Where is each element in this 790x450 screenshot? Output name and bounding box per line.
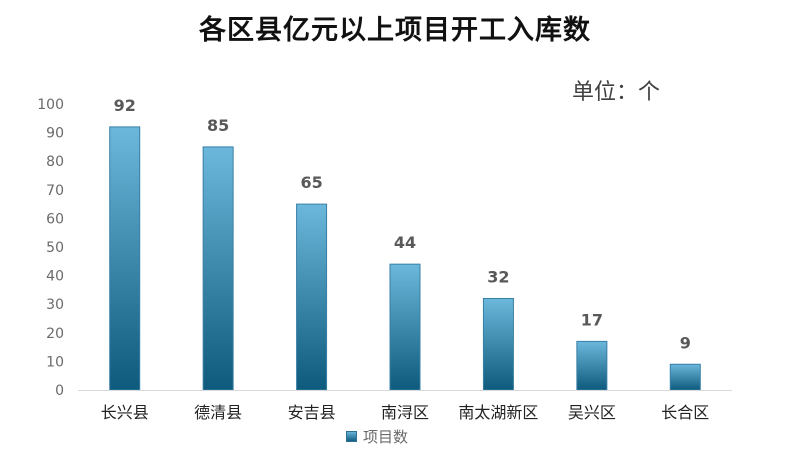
chart-title: 各区县亿元以上项目开工入库数 — [199, 15, 591, 46]
category-label: 安吉县 — [288, 403, 336, 422]
category-labels: 长兴县 德清县 安吉县 南浔区 南太湖新区 吴兴区 长合区 — [101, 403, 710, 422]
bars — [109, 126, 701, 391]
category-label: 长兴县 — [101, 403, 149, 422]
legend: 项目数 — [346, 426, 408, 447]
legend-label: 项目数 — [363, 428, 409, 446]
y-tick-label: 100 — [37, 97, 64, 113]
data-label: 92 — [114, 96, 136, 115]
category-label: 南浔区 — [381, 403, 429, 422]
unit-label: 单位：个 — [572, 80, 661, 105]
data-label: 85 — [207, 116, 229, 135]
y-tick-label: 80 — [46, 154, 64, 170]
data-labels: 92 85 65 44 32 17 9 — [114, 96, 691, 352]
bar — [576, 340, 608, 391]
y-tick-label: 0 — [55, 383, 64, 399]
y-tick-label: 20 — [46, 326, 64, 342]
category-label: 长合区 — [661, 403, 709, 422]
y-tick-label: 60 — [46, 211, 64, 227]
data-label: 44 — [394, 233, 416, 252]
y-axis-ticks: 0 10 20 30 40 50 60 70 80 90 100 — [37, 97, 64, 399]
bar — [482, 297, 514, 391]
data-label: 65 — [300, 173, 322, 192]
bar — [109, 126, 141, 391]
legend-swatch — [346, 431, 357, 442]
y-tick-label: 90 — [46, 126, 64, 142]
category-label: 德清县 — [194, 403, 242, 422]
data-label: 9 — [680, 333, 691, 352]
y-tick-label: 40 — [46, 269, 64, 285]
bar — [296, 203, 328, 391]
bar — [202, 146, 234, 391]
y-tick-label: 50 — [46, 240, 64, 256]
bar — [389, 263, 421, 391]
y-tick-label: 10 — [46, 354, 64, 370]
data-label: 17 — [581, 310, 603, 329]
y-tick-label: 70 — [46, 183, 64, 199]
data-label: 32 — [487, 267, 509, 286]
y-tick-label: 30 — [46, 297, 64, 313]
category-label: 南太湖新区 — [458, 403, 538, 422]
category-label: 吴兴区 — [568, 403, 616, 422]
bar — [669, 363, 701, 391]
